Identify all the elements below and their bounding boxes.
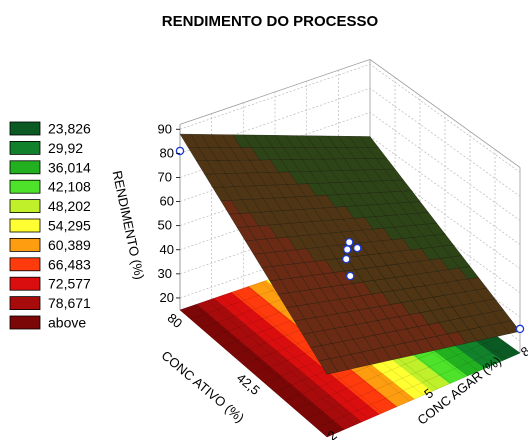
legend-swatch bbox=[9, 218, 41, 233]
legend-swatch bbox=[9, 257, 41, 272]
legend-swatch bbox=[9, 121, 41, 136]
z-tick-label: 60 bbox=[160, 194, 174, 209]
data-points bbox=[175, 146, 525, 334]
legend-label: 54,295 bbox=[48, 218, 91, 234]
floor-grid-line bbox=[326, 352, 521, 438]
y-axis-label: CONC ATIVO (%) bbox=[159, 348, 248, 426]
legend-swatch bbox=[9, 276, 41, 291]
data-point bbox=[341, 254, 351, 264]
legend-label: above bbox=[48, 315, 86, 331]
legend-swatch bbox=[9, 199, 41, 214]
response-surface bbox=[179, 133, 521, 375]
floor-grid-line bbox=[220, 295, 369, 420]
data-point bbox=[515, 324, 525, 334]
z-axis-label: RENDIMENTO (%) bbox=[110, 169, 148, 281]
data-point bbox=[352, 243, 362, 253]
legend-swatch bbox=[9, 315, 41, 330]
legend-swatch bbox=[9, 160, 41, 175]
legend-label: 42,108 bbox=[48, 179, 91, 195]
legend-label: 29,92 bbox=[48, 140, 83, 156]
legend-swatch bbox=[9, 179, 41, 194]
floor-grid-line bbox=[193, 305, 341, 432]
chart-title: RENDIMENTO DO PROCESSO bbox=[162, 13, 379, 30]
data-point bbox=[342, 245, 352, 254]
x-tick-label: 8 bbox=[518, 343, 528, 359]
surface-cell bbox=[359, 136, 379, 148]
legend-swatch bbox=[9, 140, 41, 155]
z-tick-label: 20 bbox=[160, 290, 174, 305]
legend-label: 36,014 bbox=[48, 159, 91, 175]
legend-label: 66,483 bbox=[48, 256, 91, 272]
legend-label: 72,577 bbox=[48, 276, 91, 292]
legend-swatch bbox=[9, 296, 41, 311]
legend-label: 78,671 bbox=[48, 295, 91, 311]
floor-grid-line bbox=[234, 291, 383, 414]
z-tick-label: 40 bbox=[160, 242, 174, 257]
legend-label: 23,826 bbox=[48, 121, 91, 137]
z-tick-label: 30 bbox=[158, 266, 172, 281]
z-axis-ticks: 20 30 40 50 60 70 80 90 bbox=[158, 121, 180, 305]
data-point bbox=[344, 238, 354, 247]
floor-grid-line bbox=[206, 300, 355, 426]
legend-swatch bbox=[9, 237, 41, 252]
floor-grid-line bbox=[305, 337, 499, 420]
floor-grid-line bbox=[316, 345, 510, 429]
z-tick-label: 70 bbox=[158, 169, 172, 184]
z-tick-label: 50 bbox=[158, 218, 172, 233]
floor-grid-line bbox=[179, 309, 328, 438]
legend-label: 60,389 bbox=[48, 237, 91, 253]
z-tick-label: 80 bbox=[160, 145, 174, 160]
legend-label: 48,202 bbox=[48, 198, 91, 214]
legend: 23,826 29,92 36,014 42,108 48,202 54,295 60,38… bbox=[9, 121, 91, 331]
z-tick-label: 90 bbox=[158, 121, 172, 136]
y-tick-label: 80 bbox=[165, 310, 186, 331]
data-point bbox=[175, 146, 185, 156]
data-point bbox=[345, 271, 355, 281]
